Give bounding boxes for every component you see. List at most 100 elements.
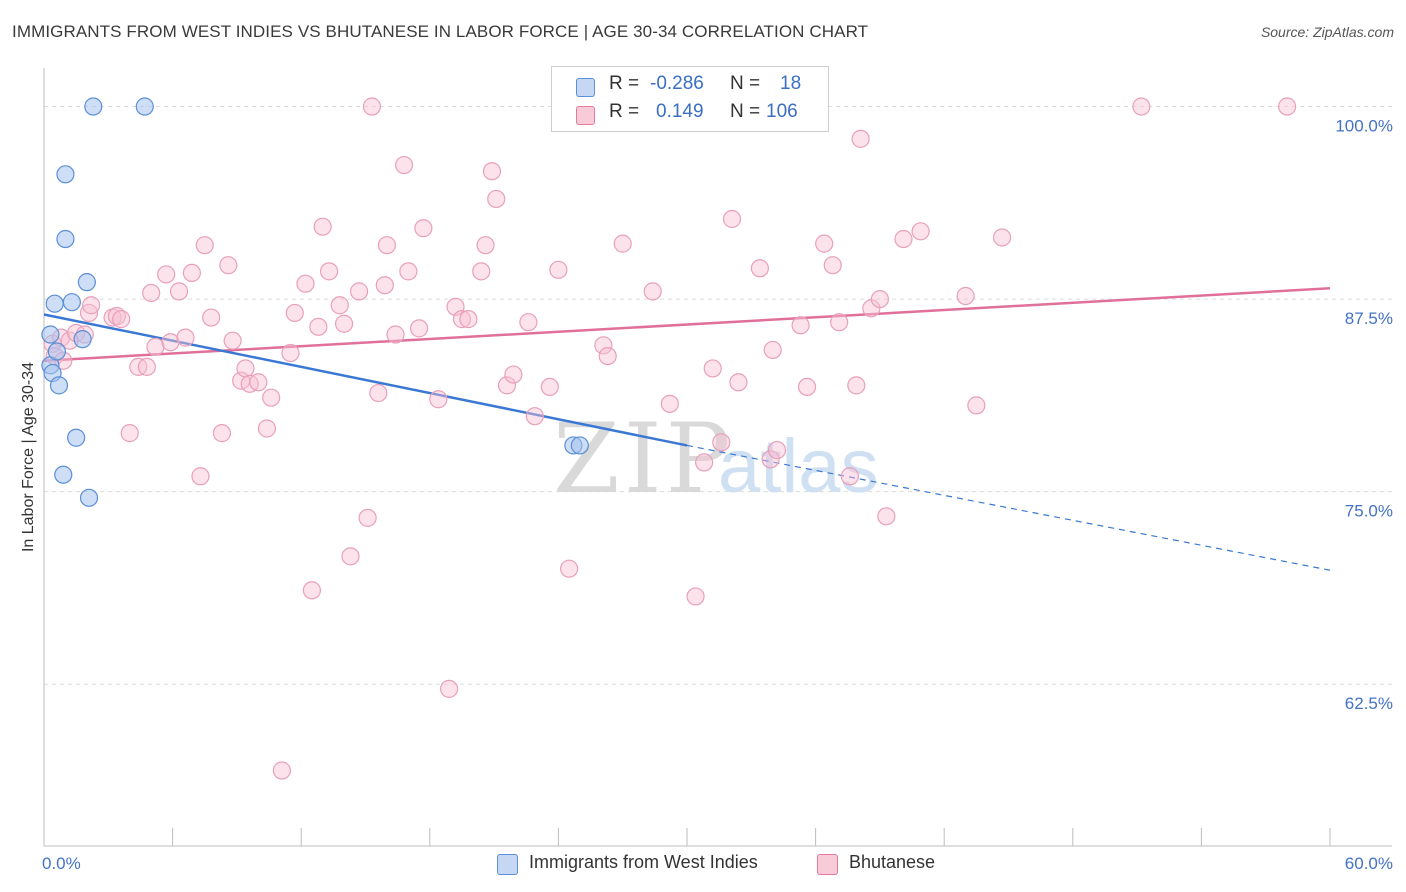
legend-n-value: 106 — [766, 101, 798, 122]
point-bhutanese — [249, 373, 268, 392]
point-bhutanese — [761, 450, 780, 469]
point-bhutanese — [643, 282, 662, 301]
point-bhutanese — [309, 317, 328, 336]
y-tick-label: 100.0% — [1335, 117, 1393, 136]
chart-title: IMMIGRANTS FROM WEST INDIES VS BHUTANESE… — [12, 22, 869, 41]
legend-row-bhutanese: R = 0.149 N = 106 — [552, 101, 828, 129]
axes — [43, 68, 1392, 847]
point-west-indies — [84, 97, 103, 116]
point-bhutanese — [956, 286, 975, 306]
point-bhutanese — [341, 547, 360, 566]
bottom-legend-label: Immigrants from West Indies — [529, 852, 758, 872]
point-west-indies — [79, 488, 99, 507]
point-bhutanese — [594, 336, 613, 355]
point-west-indies — [56, 165, 75, 184]
point-bhutanese — [313, 217, 332, 236]
point-bhutanese — [223, 331, 242, 350]
point-bhutanese — [281, 343, 300, 363]
point-west-indies — [570, 436, 589, 455]
point-west-indies — [41, 325, 60, 344]
point-bhutanese — [560, 559, 579, 578]
point-west-indies — [49, 376, 69, 395]
legend-swatch-west-indies — [576, 78, 595, 97]
legend-r-label: R = — [609, 73, 640, 94]
point-bhutanese — [767, 440, 787, 460]
point-bhutanese — [429, 390, 448, 409]
point-bhutanese — [815, 234, 834, 253]
point-bhutanese — [358, 508, 377, 527]
legend-swatch-bhutanese — [576, 106, 595, 125]
point-bhutanese — [112, 310, 131, 329]
point-bhutanese — [519, 313, 538, 332]
x-tick-label: 60.0% — [1345, 854, 1393, 873]
legend-n-label: N = — [730, 101, 761, 122]
stats-legend: R = -0.286 N = 18 R = 0.149 N = 106 — [551, 66, 829, 132]
point-bhutanese — [334, 314, 354, 333]
point-bhutanese — [797, 377, 817, 397]
point-bhutanese — [487, 189, 506, 209]
bottom-legend-label: Bhutanese — [849, 852, 936, 872]
point-bhutanese — [262, 388, 281, 407]
point-bhutanese — [851, 129, 870, 148]
point-bhutanese — [830, 313, 849, 332]
legend-r-value: 0.149 — [656, 101, 704, 122]
point-bhutanese — [182, 263, 201, 282]
point-bhutanese — [212, 424, 231, 443]
point-bhutanese — [703, 359, 722, 378]
point-bhutanese — [791, 316, 810, 335]
watermark-zip: ZIP — [553, 403, 734, 515]
point-bhutanese — [992, 228, 1012, 247]
point-bhutanese — [377, 236, 397, 255]
point-bhutanese — [296, 274, 315, 293]
point-west-indies — [77, 273, 96, 292]
bottom-legend-swatch-bhutanese — [817, 854, 838, 875]
point-west-indies — [47, 342, 66, 361]
point-bhutanese — [712, 433, 731, 452]
y-axis-label: In Labor Force | Age 30-34 — [20, 362, 37, 552]
point-bhutanese — [459, 310, 478, 329]
point-bhutanese — [823, 256, 842, 275]
point-bhutanese — [476, 236, 495, 255]
point-bhutanese — [202, 308, 221, 327]
point-bhutanese — [660, 394, 679, 413]
point-bhutanese — [877, 507, 896, 526]
x-tick-labels: 0.0% 60.0% — [42, 854, 1393, 873]
point-west-indies — [73, 330, 92, 349]
bottom-legend-swatch-west-indies — [497, 854, 518, 875]
point-bhutanese — [598, 346, 617, 366]
point-bhutanese — [272, 761, 292, 780]
point-bhutanese — [504, 365, 523, 384]
point-bhutanese — [911, 222, 930, 241]
legend-r-label: R = — [609, 101, 640, 122]
point-bhutanese — [191, 467, 210, 486]
point-bhutanese — [161, 333, 180, 352]
point-bhutanese — [386, 325, 405, 344]
point-west-indies — [62, 293, 81, 312]
trend-lines — [43, 287, 1331, 571]
point-bhutanese — [369, 383, 388, 403]
point-bhutanese — [146, 337, 165, 356]
point-bhutanese — [257, 419, 277, 438]
point-bhutanese — [319, 262, 339, 281]
legend-row-west-indies: R = -0.286 N = 18 — [552, 73, 828, 101]
legend-n-label: N = — [730, 73, 761, 94]
point-bhutanese — [82, 296, 101, 315]
point-bhutanese — [409, 319, 429, 338]
point-bhutanese — [613, 234, 632, 253]
point-bhutanese — [285, 303, 304, 323]
point-bhutanese — [722, 209, 742, 229]
point-west-indies — [135, 97, 154, 116]
point-bhutanese — [349, 282, 369, 301]
y-tick-label: 62.5% — [1345, 694, 1393, 713]
point-bhutanese — [870, 289, 890, 309]
scatter-points — [41, 97, 1297, 780]
point-bhutanese — [452, 310, 472, 329]
point-bhutanese — [362, 97, 382, 116]
point-bhutanese — [439, 679, 459, 698]
point-bhutanese — [1132, 97, 1151, 116]
point-bhutanese — [219, 256, 238, 275]
point-bhutanese — [414, 219, 433, 238]
point-bhutanese — [482, 162, 502, 181]
point-bhutanese — [236, 359, 255, 378]
